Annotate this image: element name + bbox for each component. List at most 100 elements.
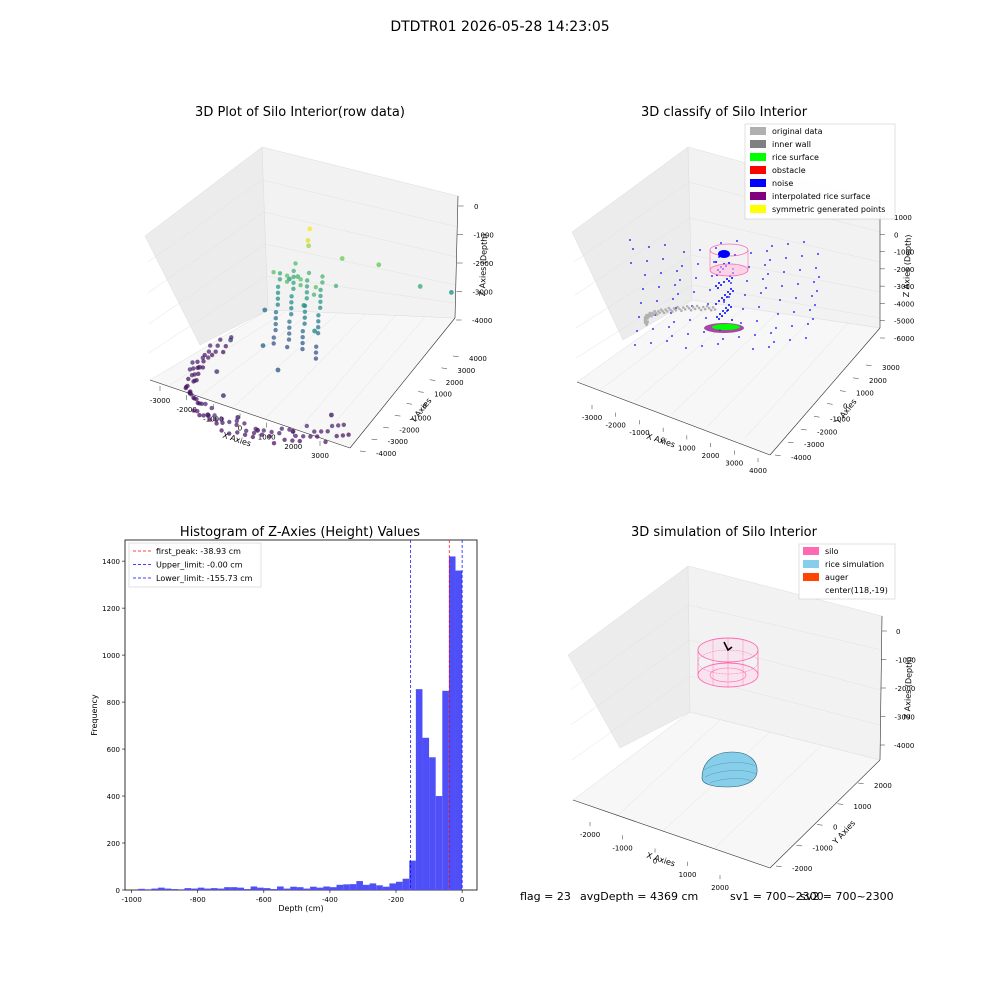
panel1-floor-point	[340, 433, 346, 438]
panel3-x-tick-label: 0	[460, 896, 464, 904]
panel2-xlabel: X Axies	[645, 432, 676, 450]
panel1-floor-point	[308, 434, 313, 439]
panel4-silo-wireframe	[697, 637, 759, 688]
panel2-original-point	[674, 308, 678, 312]
panel2-original-point	[652, 313, 655, 316]
panel1-floor-point	[207, 417, 213, 422]
panel1-floor-point	[297, 438, 302, 444]
panel3-bar	[197, 887, 205, 890]
panel3-bar	[329, 887, 337, 890]
panel1-floor-point	[212, 413, 217, 418]
panel2-noise-point	[662, 258, 664, 260]
panel3-bar	[204, 888, 211, 890]
panel2-original-point	[707, 306, 711, 310]
panel2-original-point	[646, 317, 649, 320]
panel2-original-point	[661, 309, 664, 313]
panel2-original-point	[711, 306, 715, 309]
panel1-column-point	[300, 335, 305, 340]
panel2-noise-point	[765, 287, 767, 289]
panel2-y-tick-mark	[813, 416, 820, 418]
panel2-noise-point	[744, 294, 746, 296]
panel4-y-tick-label: 2000	[874, 782, 892, 790]
panel2-original-point	[643, 321, 647, 325]
panel1-zlabel: Z Axies (Depth)	[478, 233, 489, 296]
panel1-column-point	[284, 273, 290, 278]
panel3-bar	[422, 737, 430, 890]
panel1-floor-point	[319, 429, 324, 434]
panel1-column-point	[333, 283, 339, 289]
panel1-data-point	[235, 415, 241, 420]
panel1-floor-point	[325, 429, 330, 434]
panel2-y-tick-label: -4000	[791, 454, 811, 462]
panel2-noise-point	[701, 345, 703, 347]
panel2-noise-point	[773, 341, 775, 343]
panel2-noise-point	[750, 252, 752, 254]
panel4-legend-swatch	[803, 547, 819, 555]
panel2-y-tick-mark	[826, 403, 833, 405]
panel2-column-noise-point	[726, 296, 728, 298]
panel1-column-point	[285, 344, 290, 350]
panel3-x-tick-label: -200	[388, 896, 404, 904]
panel1-floor-point	[206, 413, 211, 418]
panel1-column-point	[320, 280, 325, 285]
panel2-original-point	[701, 305, 705, 309]
panel1-column-point	[293, 261, 298, 266]
panel3-legend-frame	[128, 542, 262, 588]
panel1-floor-point	[282, 437, 287, 442]
panel2-z-ticks: 1000 0 -1000 -2000 -3000 -4000 -5000 -6000	[880, 214, 914, 343]
panel2-noise-point	[787, 243, 789, 245]
panel1-x-tick-label: 1000	[258, 434, 276, 442]
panel1-floor-point	[196, 371, 201, 376]
panel1-floor-point	[293, 433, 298, 439]
panel2-column-noise-point	[718, 282, 720, 284]
panel2-noise-point	[687, 333, 689, 335]
panel2-noise-point	[758, 306, 760, 308]
panel1-floor-point	[312, 429, 317, 434]
panel1-data-point	[295, 274, 301, 279]
panel2-noise-point	[642, 288, 644, 290]
panel2-y-tick-mark	[852, 377, 859, 379]
panel2-noise-point	[742, 308, 744, 310]
panel2-y-tick-label: 0	[843, 403, 847, 411]
panel1-y-tick-mark	[383, 427, 389, 429]
panel2-column-noise-point	[715, 261, 717, 263]
panel2-column-noise-point	[731, 319, 733, 321]
panel3-bar	[164, 888, 172, 890]
panel2-noise-point	[723, 301, 725, 303]
panel2-column-noise-point	[718, 300, 720, 302]
panel4-legend: silo rice simulation auger center(118,-19)	[798, 543, 896, 600]
panel3-bar	[415, 689, 423, 890]
panel3-bar	[270, 889, 278, 890]
panel2-legend-swatch	[750, 205, 766, 213]
panel1-x-tick-label: 0	[238, 425, 242, 433]
panel3-bar	[316, 887, 324, 890]
panel1-y-tick-mark	[406, 403, 413, 405]
panel4-pane-left	[567, 565, 691, 749]
panel2-original-point	[682, 306, 685, 309]
panel1-floor-point	[301, 434, 306, 439]
panel2-original-point	[683, 308, 687, 311]
panel3-title: Histogram of Z-Axies (Height) Values	[180, 525, 420, 540]
panel2-noise-point	[640, 302, 642, 304]
panel4-z-tick-label: -3000	[895, 714, 915, 722]
panel2-rice-surface-points	[712, 324, 740, 330]
panel2-y-tick-mark	[787, 441, 794, 444]
panel1-y-tick-label: 1000	[434, 391, 452, 399]
panel-simulation-3d: 3D simulation of Silo Interior -2000 -100…	[567, 525, 916, 892]
panel2-y-axis-line	[769, 327, 881, 456]
panel1-floor-point	[221, 349, 226, 355]
panel2-noise-point	[730, 282, 732, 284]
panel2-column-noise-point	[720, 284, 722, 286]
panel4-x-tick-label: 0	[653, 858, 657, 866]
panel2-noise-point	[648, 246, 650, 248]
panel1-column-point	[289, 312, 294, 317]
footer-sv1: sv1 = 700~2300	[730, 890, 824, 903]
panel2-original-point	[664, 308, 667, 311]
panel2-original-point	[676, 305, 679, 309]
panel4-y-ticks: 2000 1000 0 -1000 -2000	[775, 782, 892, 873]
panel2-column-noise-point	[728, 304, 730, 306]
panel2-z-tick-label: -2000	[894, 266, 914, 274]
panel2-y-tick-mark	[839, 390, 846, 392]
panel1-floor-point	[194, 397, 199, 402]
panel3-legend-label: first_peak: -38.93 cm	[156, 547, 241, 556]
